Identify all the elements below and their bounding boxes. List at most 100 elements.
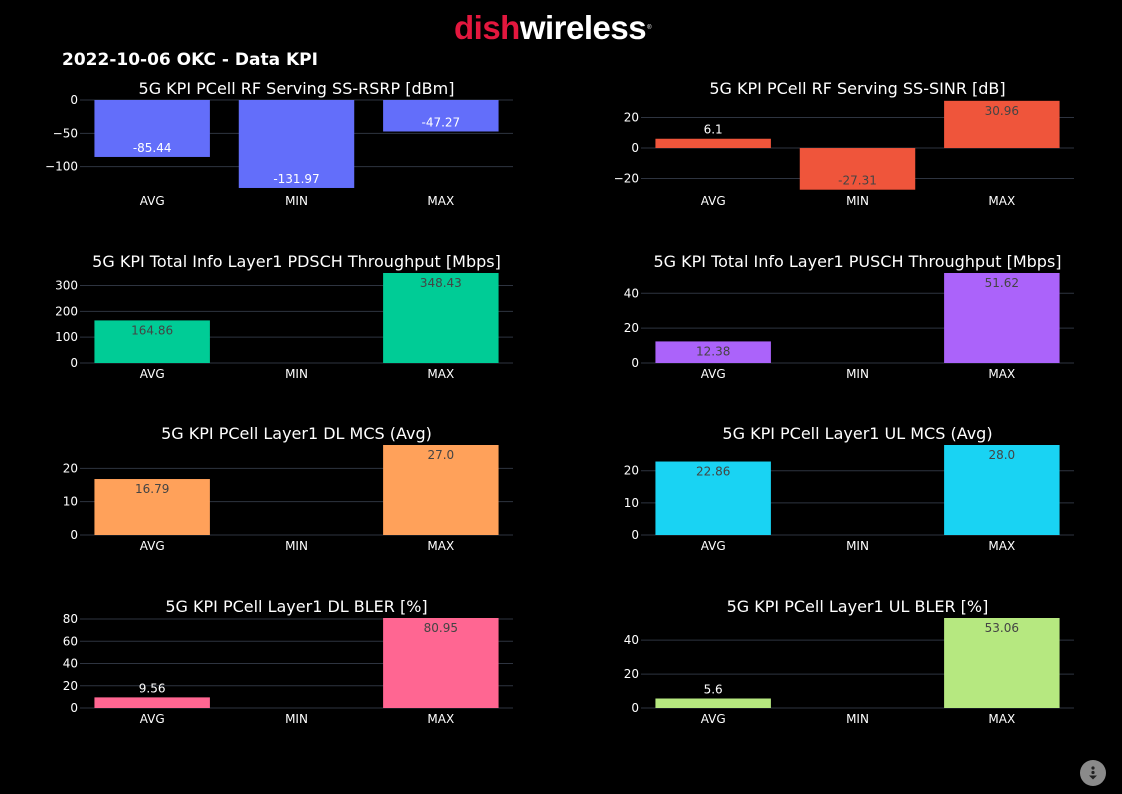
x-tick-label: MAX (988, 194, 1015, 208)
chart-title: 5G KPI PCell Layer1 DL BLER [%] (165, 597, 427, 616)
data-label: 9.56 (139, 681, 166, 695)
x-tick-label: MIN (846, 367, 869, 381)
bar-avg (94, 479, 210, 535)
bar-avg (655, 461, 771, 535)
y-tick-label: 0 (70, 93, 78, 107)
data-label: 164.86 (131, 323, 173, 337)
chart-ul-mcs: 5G KPI PCell Layer1 UL MCS (Avg) 20 10 0 22.… (624, 424, 1074, 553)
scroll-down-button[interactable] (1080, 760, 1106, 786)
bar-avg (655, 138, 771, 149)
x-tick-label: AVG (140, 712, 165, 726)
y-tick-label: 40 (63, 657, 78, 671)
y-tick-label: 100 (55, 330, 78, 344)
chart-ss-sinr: 5G KPI PCell RF Serving SS-SINR [dB] 20 0 −… (614, 79, 1074, 208)
data-label: -47.27 (421, 116, 460, 130)
x-tick-label: AVG (701, 712, 726, 726)
y-tick-label: 20 (63, 461, 78, 475)
chart-ul-bler: 5G KPI PCell Layer1 UL BLER [%] 40 20 0 5.6 A… (624, 597, 1074, 726)
bar-avg (94, 320, 210, 363)
x-tick-label: MIN (285, 194, 308, 208)
x-tick-label: MAX (427, 367, 454, 381)
bar-max (383, 273, 499, 363)
x-tick-label: AVG (140, 367, 165, 381)
bar-max (383, 445, 499, 535)
x-tick-label: MAX (988, 367, 1015, 381)
x-tick-label: MAX (427, 712, 454, 726)
x-tick-label: AVG (701, 539, 726, 553)
chart-pdsch-throughput: 5G KPI Total Info Layer1 PDSCH Throughpu… (55, 252, 513, 381)
chart-title: 5G KPI Total Info Layer1 PDSCH Throughpu… (92, 252, 501, 271)
data-label: 22.86 (696, 465, 730, 479)
x-tick-label: MAX (988, 539, 1015, 553)
y-tick-label: 40 (624, 633, 639, 647)
y-tick-label: −50 (53, 126, 78, 140)
y-tick-label: 0 (70, 356, 78, 370)
data-label: 5.6 (704, 683, 723, 697)
data-label: -131.97 (273, 172, 319, 186)
bar-min (238, 100, 355, 188)
data-label: 28.0 (988, 448, 1015, 462)
bar-max (383, 100, 499, 132)
y-tick-label: 20 (624, 667, 639, 681)
x-tick-label: AVG (140, 539, 165, 553)
x-tick-label: MIN (846, 539, 869, 553)
data-label: 51.62 (985, 276, 1019, 290)
bar-min (799, 148, 916, 190)
chart-title: 5G KPI PCell Layer1 UL MCS (Avg) (722, 424, 992, 443)
data-label: -27.31 (838, 174, 877, 188)
dish-wireless-logo: dishwireless® (454, 8, 652, 48)
x-tick-label: MAX (988, 712, 1015, 726)
x-tick-label: MIN (846, 712, 869, 726)
y-tick-label: 40 (624, 286, 639, 300)
data-label: 27.0 (427, 448, 454, 462)
data-label: 80.95 (424, 621, 458, 635)
x-tick-label: MIN (285, 367, 308, 381)
bar-max (944, 273, 1060, 363)
y-tick-label: 20 (624, 111, 639, 125)
y-tick-label: 0 (631, 701, 639, 715)
logo-product: wireless (519, 9, 647, 46)
x-tick-label: MAX (427, 539, 454, 553)
y-tick-label: 0 (70, 701, 78, 715)
data-label: 12.38 (696, 344, 730, 358)
data-label: 30.96 (985, 104, 1019, 118)
x-tick-label: MIN (285, 712, 308, 726)
logo-mark: ® (647, 25, 652, 31)
y-tick-label: 200 (55, 304, 78, 318)
y-tick-label: 10 (624, 496, 639, 510)
x-tick-label: MAX (427, 194, 454, 208)
chart-title: 5G KPI PCell Layer1 UL BLER [%] (727, 597, 989, 616)
bar-max (944, 445, 1060, 535)
chart-dl-bler: 5G KPI PCell Layer1 DL BLER [%] 80 60 40 20 0… (63, 597, 513, 726)
x-tick-label: MIN (846, 194, 869, 208)
x-tick-label: AVG (701, 194, 726, 208)
data-label: -85.44 (133, 141, 172, 155)
chart-title: 5G KPI Total Info Layer1 PUSCH Throughpu… (653, 252, 1061, 271)
y-tick-label: 0 (70, 528, 78, 542)
chart-dl-mcs: 5G KPI PCell Layer1 DL MCS (Avg) 20 10 0 16.… (63, 424, 513, 553)
chart-ss-rsrp: 5G KPI PCell RF Serving SS-RSRP [dBm] 0 −5… (45, 79, 513, 208)
bar-avg (655, 698, 771, 708)
y-tick-label: 20 (63, 679, 78, 693)
chart-title: 5G KPI PCell Layer1 DL MCS (Avg) (161, 424, 432, 443)
chart-pusch-throughput: 5G KPI Total Info Layer1 PUSCH Throughpu… (624, 252, 1074, 381)
logo-brand: dish (454, 9, 520, 46)
y-tick-label: 0 (631, 356, 639, 370)
scroll-down-icon (1089, 766, 1097, 780)
y-tick-label: 300 (55, 279, 78, 293)
bar-max (944, 618, 1060, 708)
chart-title: 5G KPI PCell RF Serving SS-SINR [dB] (709, 79, 1005, 98)
bar-max (944, 100, 1060, 149)
data-label: 16.79 (135, 482, 169, 496)
y-tick-label: 10 (63, 495, 78, 509)
y-tick-label: −20 (614, 172, 639, 186)
data-label: 53.06 (985, 621, 1019, 635)
y-tick-label: −100 (45, 160, 78, 174)
y-tick-label: 0 (631, 141, 639, 155)
bar-avg (655, 341, 771, 363)
report-title: 2022-10-06 OKC - Data KPI (62, 50, 318, 70)
bar-max (383, 618, 499, 708)
x-tick-label: AVG (140, 194, 165, 208)
data-label: 6.1 (704, 123, 723, 137)
y-tick-label: 0 (631, 528, 639, 542)
